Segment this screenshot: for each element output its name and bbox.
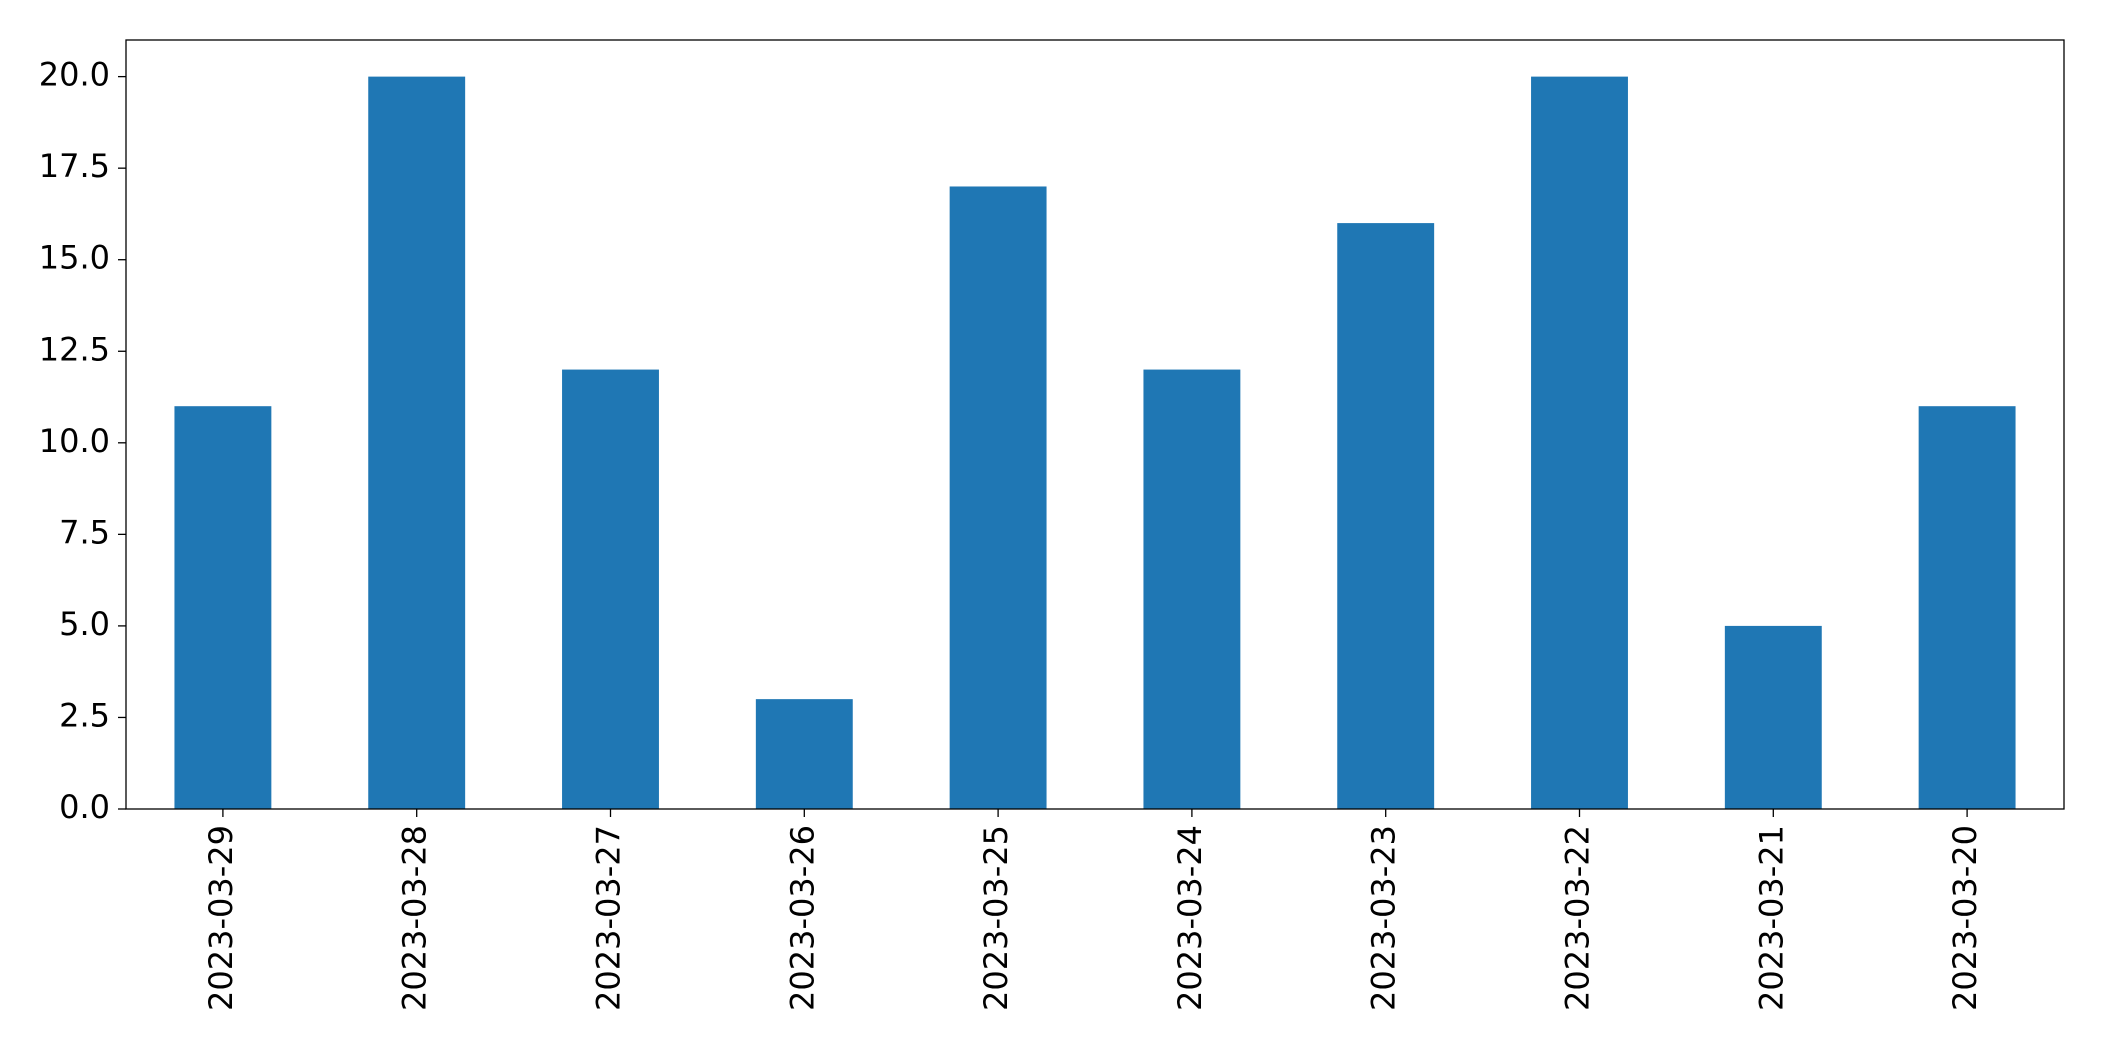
x-tick-label: 2023-03-29 [202,825,240,1011]
y-tick-label: 10.0 [39,422,110,460]
bar [368,76,466,810]
x-tick-label: 2023-03-23 [1365,825,1403,1011]
bar [174,406,272,809]
x-tick-label: 2023-03-22 [1559,825,1597,1011]
x-tick-label: 2023-03-21 [1752,825,1790,1011]
y-tick-label: 12.5 [39,330,110,368]
bar [1143,369,1241,809]
bar [949,186,1047,809]
x-tick-label: 2023-03-26 [783,825,821,1011]
bar [562,369,659,809]
x-tick-label: 2023-03-28 [396,825,434,1011]
y-tick-label: 0.0 [59,788,110,826]
y-tick-label: 17.5 [39,147,110,185]
bar [1724,625,1822,809]
bar [1337,223,1435,810]
axes-frame [125,39,2065,810]
y-tick-label: 15.0 [39,239,110,277]
y-tick-label: 2.5 [59,696,110,734]
y-tick-label: 20.0 [39,56,110,94]
x-tick-label: 2023-03-25 [977,825,1015,1011]
bar [755,699,853,809]
x-tick-label: 2023-03-24 [1171,825,1209,1011]
y-tick-label: 5.0 [59,605,110,643]
x-tick-label: 2023-03-20 [1946,825,1984,1011]
y-tick-label: 7.5 [59,513,110,551]
bar [1531,76,1628,810]
bar [1918,406,2016,809]
x-tick-label: 2023-03-27 [590,825,628,1011]
